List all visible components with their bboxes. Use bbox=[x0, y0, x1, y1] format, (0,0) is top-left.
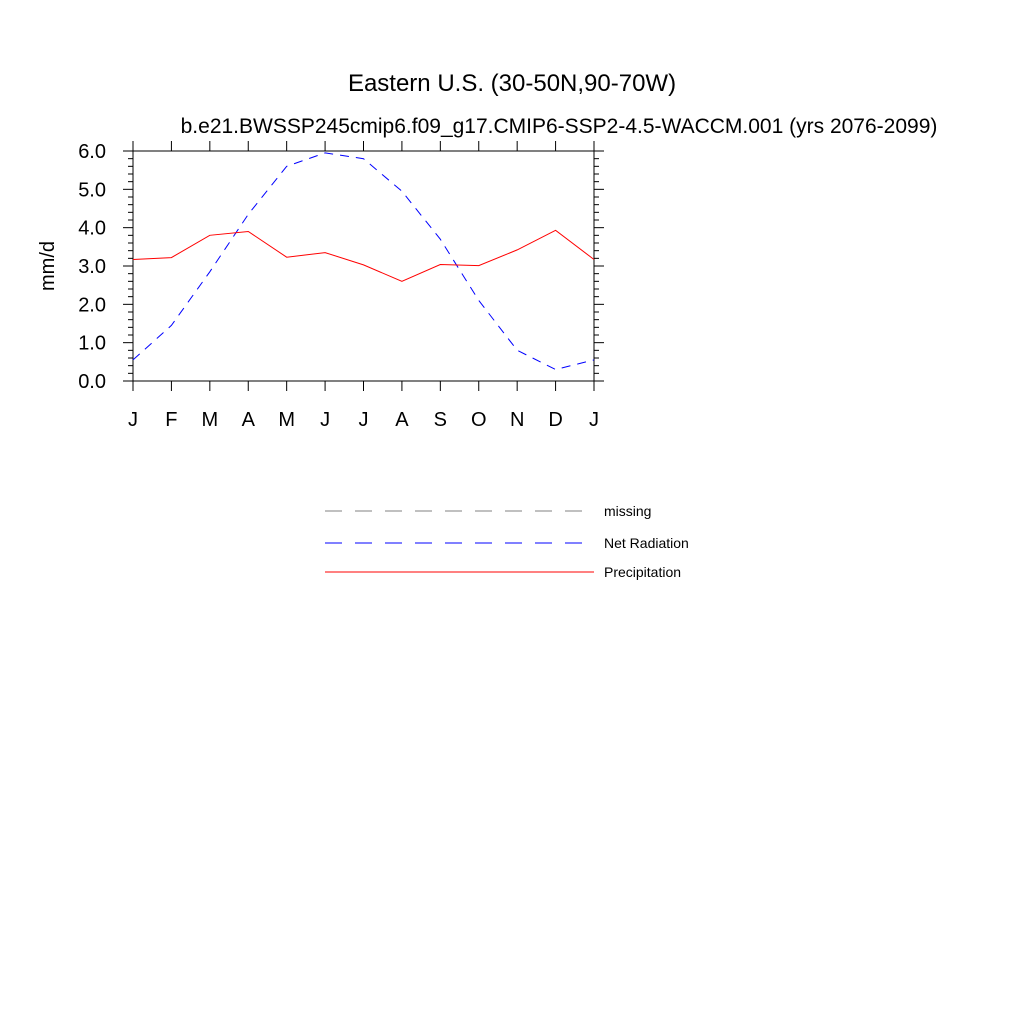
x-tick-label: F bbox=[165, 409, 177, 431]
y-axis-label: mm/d bbox=[37, 241, 59, 291]
series-line-precipitation bbox=[132, 229, 595, 282]
x-tick-label: N bbox=[510, 409, 524, 431]
legend-label: Precipitation bbox=[604, 564, 681, 580]
x-tick-label: S bbox=[434, 409, 447, 431]
legend: missing Net Radiation Precipitation bbox=[325, 503, 689, 580]
x-tick-label: A bbox=[395, 409, 409, 431]
x-tick-label: J bbox=[359, 409, 369, 431]
x-tick-label: D bbox=[548, 409, 562, 431]
y-tick-label: 5.0 bbox=[78, 179, 106, 201]
x-tick-label: J bbox=[128, 409, 138, 431]
plot-frame bbox=[132, 150, 595, 382]
y-axis-ticks: 0.0 1.0 2.0 3.0 4.0 5.0 6.0 bbox=[78, 141, 604, 393]
legend-label: missing bbox=[604, 503, 651, 519]
legend-label: Net Radiation bbox=[604, 535, 689, 551]
x-tick-label: M bbox=[201, 409, 218, 431]
chart-subtitle: b.e21.BWSSP245cmip6.f09_g17.CMIP6-SSP2-4… bbox=[181, 115, 938, 138]
x-tick-label: O bbox=[471, 409, 487, 431]
x-tick-label: A bbox=[242, 409, 256, 431]
y-tick-label: 2.0 bbox=[78, 294, 106, 316]
chart-title: Eastern U.S. (30-50N,90-70W) bbox=[348, 70, 676, 97]
y-tick-label: 4.0 bbox=[78, 218, 106, 240]
x-tick-label: J bbox=[589, 409, 599, 431]
y-tick-label: 0.0 bbox=[78, 371, 106, 393]
series-lines bbox=[132, 152, 595, 371]
y-tick-label: 3.0 bbox=[78, 256, 106, 278]
x-tick-label: M bbox=[278, 409, 295, 431]
series-line-net-radiation bbox=[132, 152, 595, 371]
plot-border bbox=[132, 150, 595, 382]
y-tick-label: 1.0 bbox=[78, 333, 106, 355]
x-tick-label: J bbox=[320, 409, 330, 431]
y-tick-label: 6.0 bbox=[78, 141, 106, 163]
